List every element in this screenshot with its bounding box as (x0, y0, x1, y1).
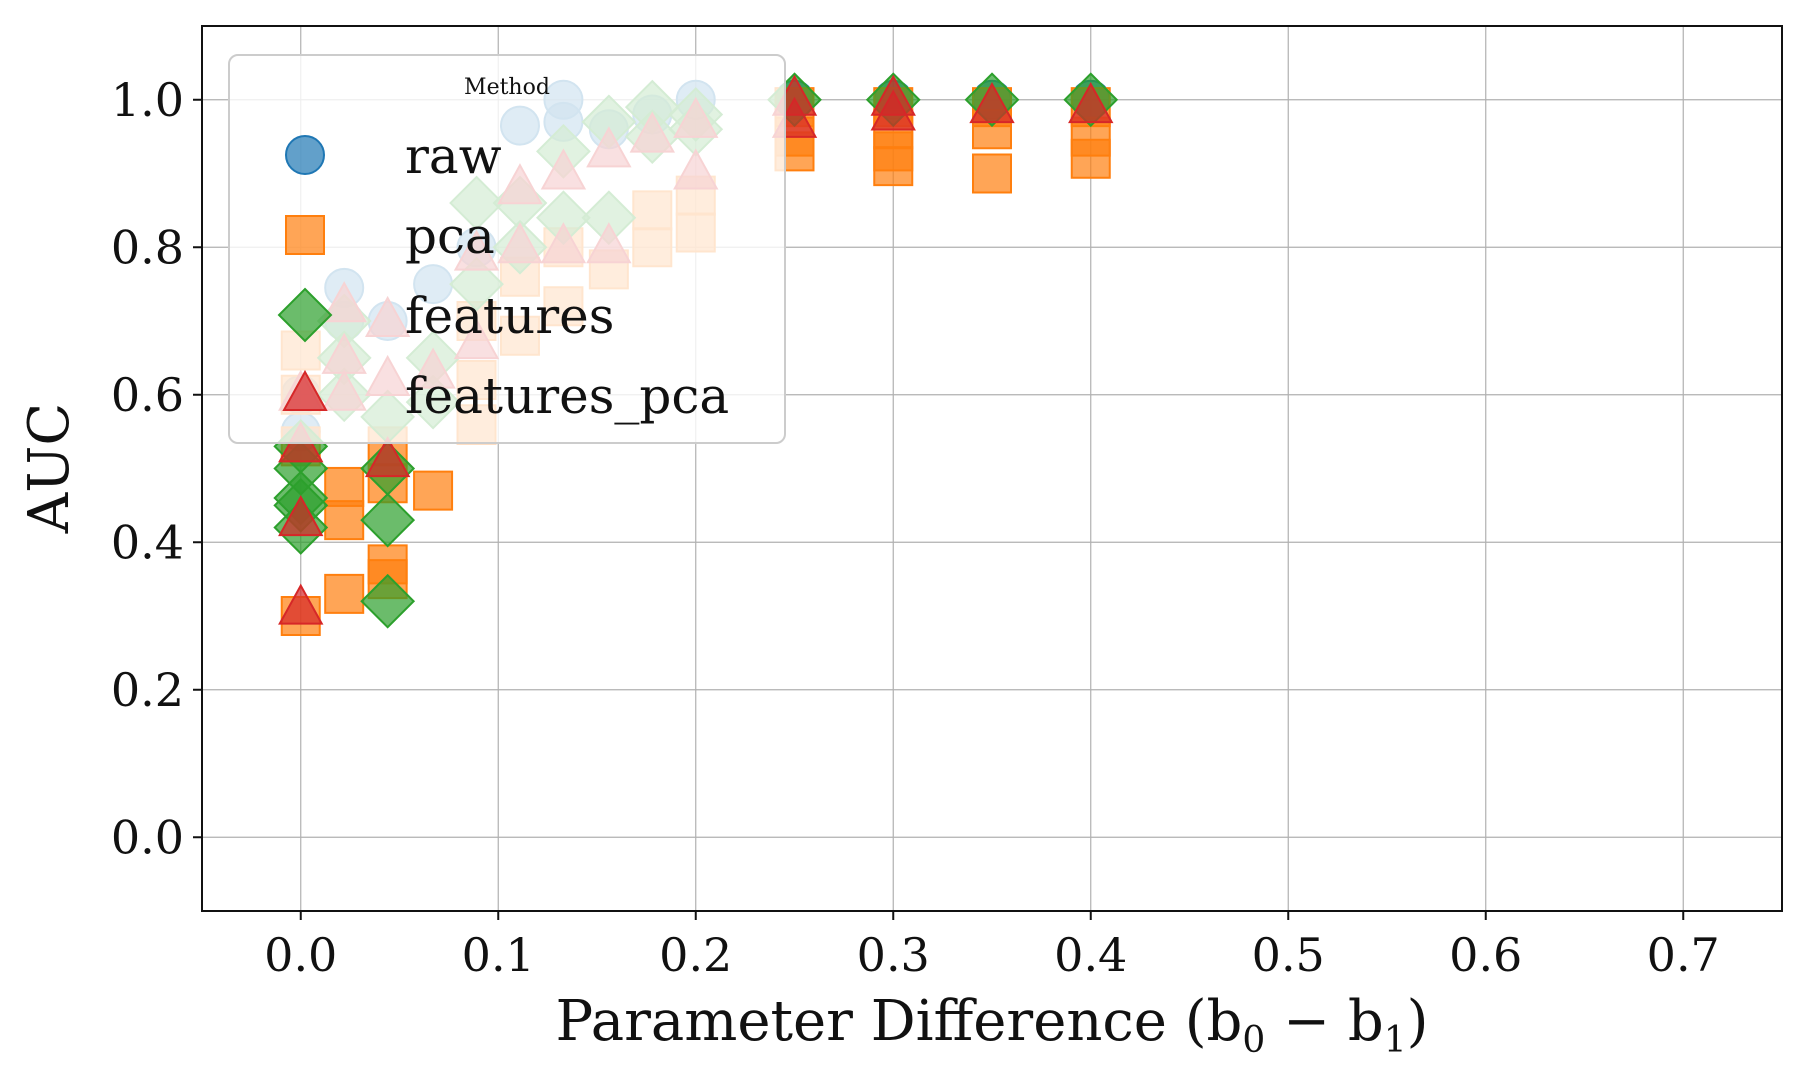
y-tick-label: 0.2 (111, 663, 184, 717)
features_pca-point (364, 436, 411, 478)
x-tick-label: 0.7 (1647, 928, 1720, 982)
legend-features_pca-marker (282, 369, 328, 411)
x-tick-label: 0.6 (1449, 928, 1522, 982)
plot-area-frame (201, 25, 1783, 912)
y-tick-label: 0.8 (111, 220, 184, 274)
legend-features-marker (277, 287, 333, 343)
pca-point (413, 470, 454, 511)
x-tick-label: 0.5 (1252, 928, 1325, 982)
y-tick-label: 1.0 (111, 73, 184, 127)
legend-pca-label: pca (405, 207, 495, 265)
x-tick-label: 0.4 (1054, 928, 1127, 982)
legend-title: Method (464, 75, 550, 100)
features_pca-point (1068, 82, 1114, 124)
y-tick-label: 0.0 (111, 810, 184, 864)
legend-raw-marker (285, 135, 325, 175)
x-axis-ticks: 0.0 0.1 0.2 0.3 0.4 0.5 0.6 0.7 (264, 911, 1720, 982)
y-axis-ticks: 0.0 0.2 0.4 0.6 0.8 1.0 (111, 73, 202, 864)
y-axis-label: AUC (17, 403, 82, 534)
pca-point (324, 466, 365, 507)
pca-point (972, 153, 1012, 194)
features_pca-point (870, 74, 916, 116)
pca-point (324, 573, 365, 614)
y-tick-label: 0.4 (111, 515, 184, 569)
legend-raw-label: raw (405, 127, 502, 185)
legend-pca-marker (285, 215, 325, 255)
y-tick-label: 0.6 (111, 368, 184, 422)
legend-features_pca-label: features_pca (405, 367, 729, 425)
legend-box (228, 54, 786, 444)
features_pca-point (278, 583, 324, 625)
features_pca-point (969, 82, 1015, 124)
features_pca-point (278, 495, 324, 537)
x-tick-label: 0.0 (264, 928, 337, 982)
features-point (360, 573, 416, 629)
legend-features-label: features (405, 287, 614, 345)
x-tick-label: 0.3 (857, 928, 930, 982)
x-tick-label: 0.1 (462, 928, 535, 982)
x-tick-label: 0.2 (659, 928, 732, 982)
legend-entries: raw pca features features_pca (277, 127, 729, 425)
legend: Method raw pca features features_pca (228, 54, 786, 444)
x-axis-label: Parameter Difference (b0 − b1) (556, 989, 1429, 1061)
features-point (360, 492, 416, 548)
